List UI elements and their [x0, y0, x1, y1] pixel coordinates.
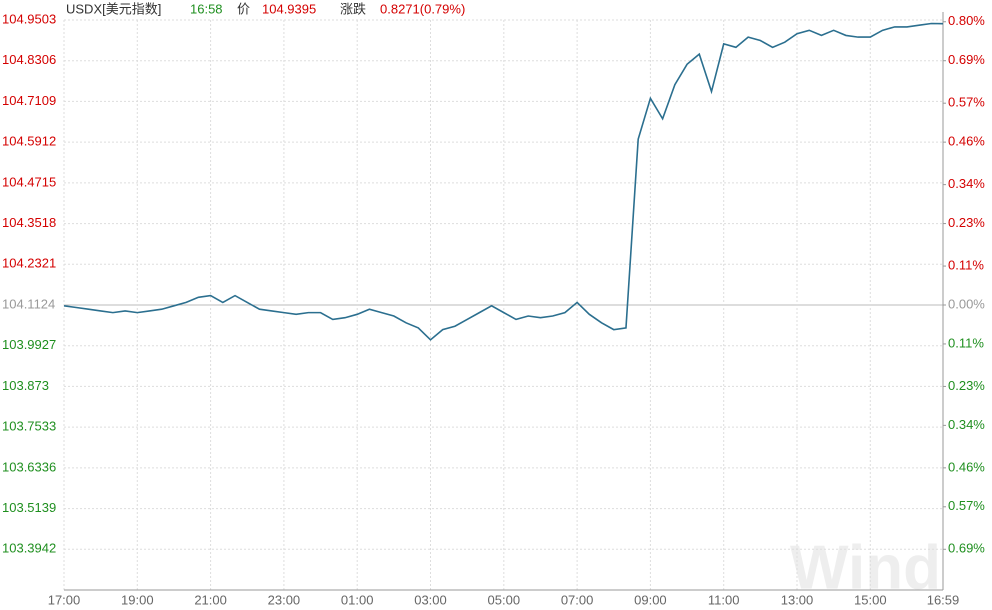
change-label: 涨跌 — [340, 1, 366, 16]
y-tick-label: 104.2321 — [2, 256, 56, 271]
price-label: 价 — [237, 1, 250, 16]
watermark: Wind — [790, 533, 941, 602]
y-tick-label: 103.6336 — [2, 459, 56, 474]
x-tick-label: 16:59 — [927, 592, 960, 607]
y-tick-label: 104.7109 — [2, 93, 56, 108]
y-tick-label: 103.873 — [2, 378, 49, 393]
y-tick-label: 104.3518 — [2, 215, 56, 230]
x-tick-label: 09:00 — [634, 592, 667, 607]
y2-tick-label: 0.57% — [948, 95, 985, 110]
y2-tick-label: 0.11% — [948, 335, 984, 350]
y2-tick-label: 0.00% — [948, 296, 985, 311]
time: 16:58 — [190, 1, 223, 16]
y-tick-label: 104.8306 — [2, 52, 56, 67]
y-tick-label: 103.5139 — [2, 500, 56, 515]
x-tick-label: 01:00 — [341, 592, 374, 607]
x-tick-label: 17:00 — [48, 592, 81, 607]
x-tick-label: 07:00 — [561, 592, 594, 607]
y2-tick-label: 0.34% — [948, 176, 985, 191]
y2-tick-label: 0.46% — [948, 459, 985, 474]
x-tick-label: 19:00 — [121, 592, 154, 607]
change: 0.8271(0.79%) — [380, 1, 465, 16]
price-line — [63, 22, 944, 341]
y-tick-label: 104.1124 — [2, 296, 55, 311]
x-tick-label: 03:00 — [414, 592, 447, 607]
y2-tick-label: 0.34% — [948, 417, 985, 432]
price: 104.9395 — [262, 1, 316, 16]
y-tick-label: 104.4715 — [2, 174, 56, 189]
y-tick-label: 104.5912 — [2, 134, 56, 149]
title: USDX[美元指数] — [66, 1, 161, 16]
x-tick-label: 15:00 — [854, 592, 887, 607]
y2-tick-label: 0.11% — [948, 257, 984, 272]
y-tick-label: 103.3942 — [2, 541, 56, 556]
x-tick-label: 21:00 — [194, 592, 227, 607]
y2-tick-label: 0.80% — [948, 13, 985, 28]
y2-tick-label: 0.23% — [948, 215, 985, 230]
x-tick-label: 23:00 — [268, 592, 301, 607]
y2-tick-label: 0.46% — [948, 134, 985, 149]
y2-tick-label: 0.69% — [948, 541, 985, 556]
x-tick-label: 13:00 — [781, 592, 814, 607]
y-tick-label: 103.9927 — [2, 337, 56, 352]
x-tick-label: 11:00 — [708, 592, 740, 607]
y2-tick-label: 0.69% — [948, 52, 985, 67]
y2-tick-label: 0.57% — [948, 498, 985, 513]
y-tick-label: 104.9503 — [2, 11, 56, 26]
x-tick-label: 05:00 — [488, 592, 521, 607]
header: USDX[美元指数] 16:58 价 104.9395 涨跌 0.8271(0.… — [66, 1, 465, 16]
y2-tick-label: 0.23% — [948, 378, 985, 393]
y-tick-label: 103.7533 — [2, 419, 56, 434]
